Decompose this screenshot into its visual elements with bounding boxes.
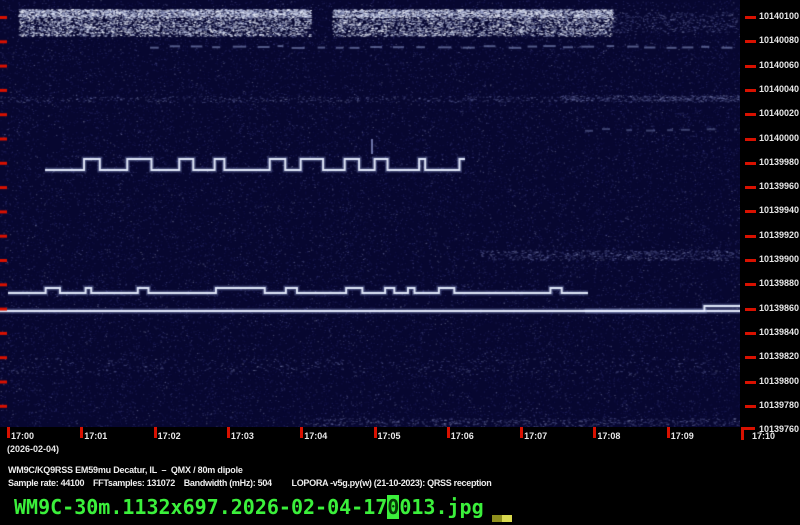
filename-caption: WM9C-30m.1132x697.2026-02-04-170013.jpg	[14, 495, 484, 519]
date-label: (2026-02-04)	[7, 444, 60, 454]
frequency-tick-label: 10140000	[759, 132, 800, 143]
frequency-tick	[745, 40, 756, 44]
frequency-tick-label: 10139960	[759, 181, 800, 192]
time-tick	[520, 427, 524, 438]
frequency-tick-label: 10139780	[759, 399, 800, 410]
time-tick-label: 17:04	[304, 431, 328, 441]
frequency-tick	[745, 137, 756, 141]
frequency-tick	[745, 88, 756, 92]
status-block-dark	[492, 515, 502, 522]
time-tick	[80, 427, 84, 438]
frequency-tick	[745, 356, 756, 360]
time-end-tick	[741, 427, 744, 440]
time-tick	[446, 427, 450, 438]
frequency-tick	[745, 210, 756, 214]
text-cursor-block: 0	[387, 495, 400, 519]
frequency-tick-label: 10140020	[759, 108, 800, 119]
time-tick-label: 17:02	[157, 431, 181, 441]
capture-settings-line: Sample rate: 44100 FFTsamples: 131072 Ba…	[8, 478, 492, 488]
frequency-tick-label: 10139940	[759, 205, 800, 216]
waterfall-spectrogram	[0, 0, 740, 427]
time-tick	[300, 427, 304, 438]
end-time-tick-flag	[741, 427, 755, 430]
time-tick	[666, 427, 670, 438]
frequency-tick-label: 10140060	[759, 59, 800, 70]
frequency-tick	[745, 380, 756, 384]
frequency-tick-label: 10139900	[759, 254, 800, 264]
frequency-tick	[745, 113, 756, 117]
frequency-tick-label: 10140080	[759, 35, 800, 46]
time-tick-label: 17:07	[524, 431, 548, 441]
time-tick	[7, 427, 10, 438]
time-tick-label: 17:00	[11, 431, 35, 441]
time-tick	[226, 427, 230, 438]
frequency-tick-label: 10140100	[759, 11, 800, 21]
frequency-tick-label: 10139840	[759, 326, 800, 337]
frequency-tick-label: 10139760	[759, 424, 800, 435]
time-tick-label: 17:06	[450, 431, 474, 441]
filename-suffix: 013.jpg	[399, 495, 484, 519]
frequency-tick	[745, 259, 756, 262]
frequency-tick-label: 10139980	[759, 156, 800, 167]
frequency-tick-label: 10139820	[759, 351, 800, 362]
frequency-tick	[745, 16, 756, 19]
time-end-label: 17:10	[752, 431, 776, 441]
frequency-tick	[745, 234, 756, 238]
time-tick	[373, 427, 377, 438]
frequency-tick-label: 10139880	[759, 278, 800, 289]
frequency-tick	[745, 404, 756, 408]
time-tick-label: 17:01	[84, 431, 108, 441]
filename-prefix: WM9C-30m.1132x697.2026-02-04-17	[14, 495, 388, 519]
frequency-tick	[745, 307, 756, 311]
frequency-tick-label: 10139860	[759, 302, 800, 313]
time-tick-label: 17:09	[670, 431, 694, 441]
time-tick	[153, 427, 157, 438]
time-tick-label: 17:08	[597, 431, 621, 441]
time-tick-label: 17:05	[377, 431, 401, 441]
frequency-tick-label: 10140040	[759, 83, 800, 94]
frequency-tick-label: 10139800	[759, 375, 800, 386]
frequency-tick	[745, 161, 756, 165]
frequency-tick	[745, 64, 756, 68]
status-block-bright	[502, 515, 512, 522]
time-tick	[593, 427, 597, 438]
frequency-tick	[745, 186, 756, 190]
time-tick-label: 17:03	[230, 431, 254, 441]
frequency-tick-label: 10139920	[759, 229, 800, 240]
station-info-line: WM9C/KQ9RSS EM59mu Decatur, IL – QMX / 8…	[8, 465, 243, 475]
frequency-tick	[745, 331, 756, 335]
frequency-tick	[745, 283, 756, 287]
